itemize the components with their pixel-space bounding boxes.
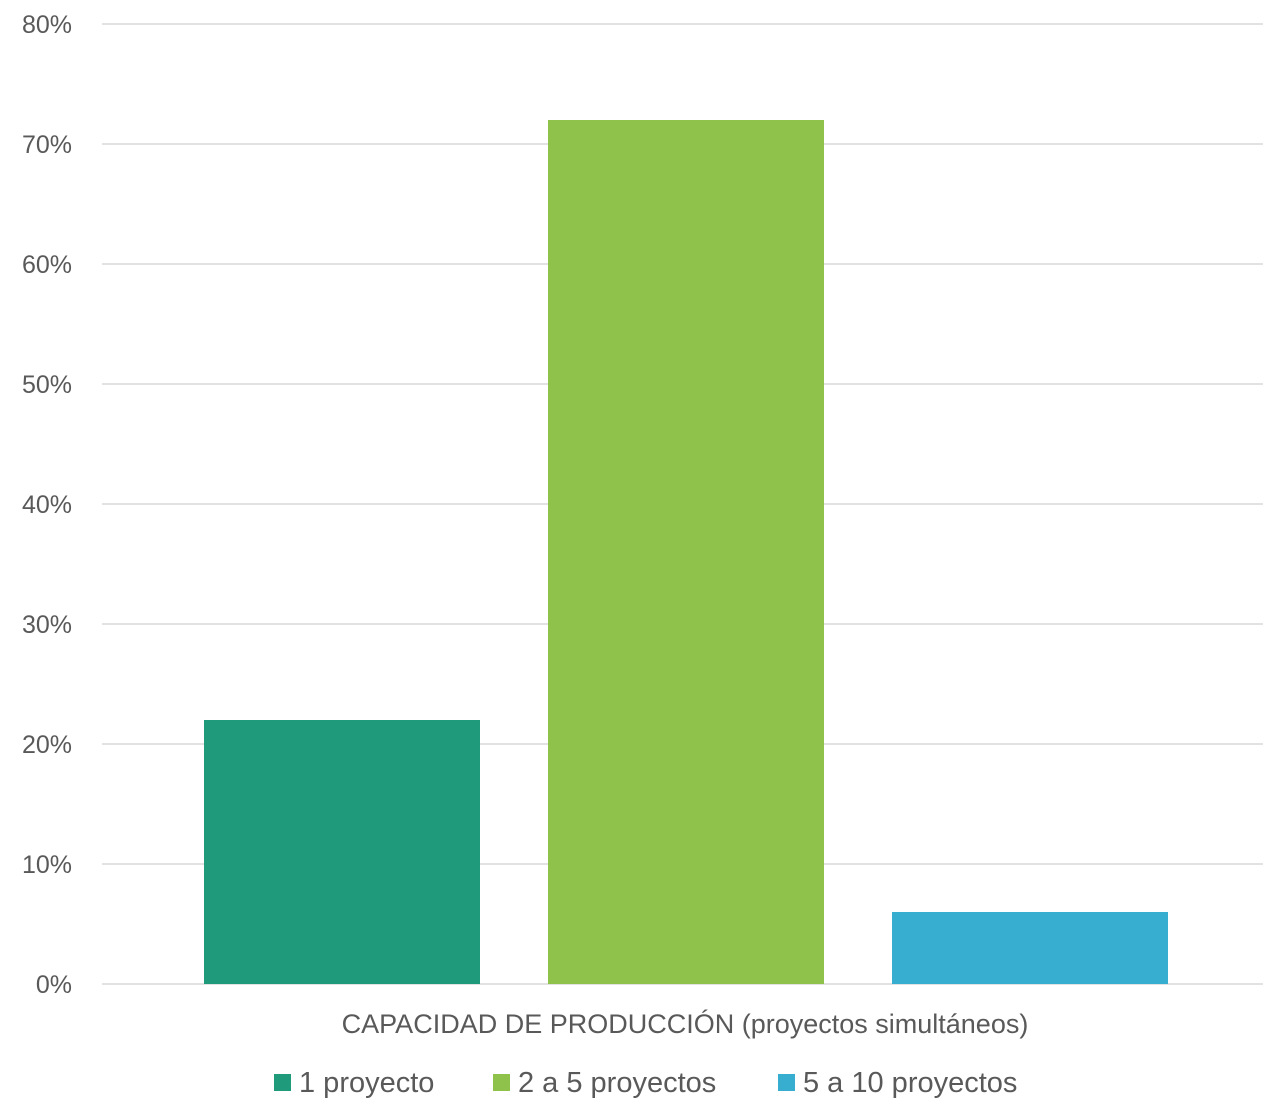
y-tick-label: 20% (22, 731, 72, 759)
bar-3 (892, 912, 1168, 984)
legend-item: 2 a 5 proyectos (493, 1067, 716, 1099)
legend-item: 1 proyecto (274, 1067, 434, 1099)
legend-swatch (778, 1074, 795, 1091)
y-tick-label: 40% (22, 491, 72, 519)
bar-1 (204, 720, 480, 984)
bar-2 (548, 120, 824, 984)
y-tick-label: 70% (22, 131, 72, 159)
y-tick-label: 10% (22, 851, 72, 879)
legend-swatch (274, 1074, 291, 1091)
bars (204, 120, 1168, 984)
y-axis-tick-labels: 0% 10% 20% 30% 40% 50% 60% 70% 80% (22, 11, 72, 999)
y-tick-label: 0% (36, 971, 72, 999)
y-tick-label: 50% (22, 371, 72, 399)
legend-swatch (493, 1074, 510, 1091)
legend: 1 proyecto 2 a 5 proyectos 5 a 10 proyecto… (274, 1067, 1017, 1099)
x-category-label: CAPACIDAD DE PRODUCCIÓN (proyectos simul… (342, 1008, 1029, 1039)
legend-label: 1 proyecto (299, 1067, 434, 1098)
y-tick-label: 60% (22, 251, 72, 279)
legend-label: 2 a 5 proyectos (518, 1067, 716, 1098)
legend-item: 5 a 10 proyectos (778, 1067, 1017, 1099)
legend-label: 5 a 10 proyectos (803, 1067, 1017, 1098)
y-tick-label: 30% (22, 611, 72, 639)
y-tick-label: 80% (22, 11, 72, 39)
